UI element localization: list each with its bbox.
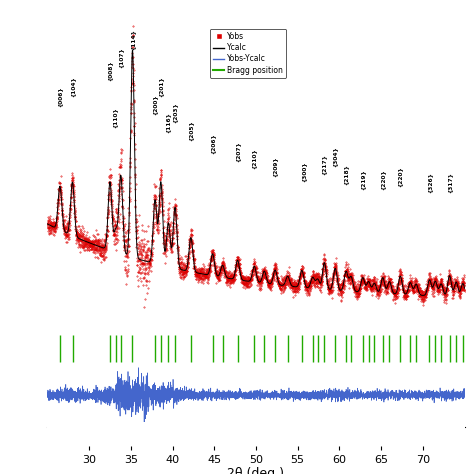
- Text: {201}: {201}: [158, 76, 164, 97]
- Text: {114}: {114}: [130, 29, 135, 50]
- Text: {008}: {008}: [108, 61, 112, 81]
- Text: {317}: {317}: [447, 172, 452, 192]
- Text: {110}: {110}: [112, 107, 118, 128]
- Text: {304}: {304}: [333, 146, 337, 167]
- Text: {104}: {104}: [70, 76, 75, 97]
- Text: {116}: {116}: [166, 112, 171, 133]
- Text: {326}: {326}: [427, 172, 432, 192]
- X-axis label: 2θ (deg.): 2θ (deg.): [228, 467, 284, 474]
- Text: {220}: {220}: [398, 167, 403, 188]
- Text: {219}: {219}: [360, 169, 365, 190]
- Text: {210}: {210}: [252, 148, 257, 169]
- Text: {220}: {220}: [380, 169, 385, 190]
- Text: {205}: {205}: [188, 120, 193, 141]
- Text: {207}: {207}: [235, 141, 240, 162]
- Legend: Yobs, Ycalc, Yobs-Ycalc, Bragg position: Yobs, Ycalc, Yobs-Ycalc, Bragg position: [210, 29, 286, 78]
- Text: {107}: {107}: [118, 47, 123, 68]
- Text: {200}: {200}: [153, 94, 157, 115]
- Text: {206}: {206}: [210, 133, 215, 154]
- Text: {218}: {218}: [344, 164, 348, 185]
- Text: {209}: {209}: [273, 156, 278, 177]
- Text: {300}: {300}: [302, 162, 307, 182]
- Text: {203}: {203}: [173, 102, 178, 123]
- Text: {217}: {217}: [322, 154, 327, 174]
- Text: {006}: {006}: [57, 86, 63, 107]
